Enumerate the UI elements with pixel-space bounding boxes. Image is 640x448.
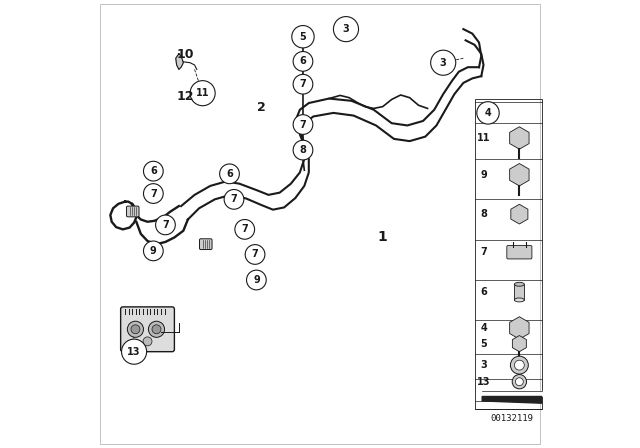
Ellipse shape [515, 282, 524, 286]
Text: 9: 9 [150, 246, 157, 256]
Circle shape [333, 17, 358, 42]
FancyBboxPatch shape [507, 246, 532, 259]
Circle shape [143, 161, 163, 181]
Circle shape [246, 270, 266, 290]
Text: 10: 10 [177, 48, 195, 61]
Text: 4: 4 [484, 108, 492, 118]
Text: 5: 5 [300, 32, 307, 42]
Polygon shape [482, 391, 541, 396]
Circle shape [143, 337, 152, 346]
Text: 7: 7 [162, 220, 169, 230]
Text: 9: 9 [480, 170, 487, 180]
FancyBboxPatch shape [200, 239, 212, 250]
Circle shape [156, 215, 175, 235]
Circle shape [235, 220, 255, 239]
Circle shape [245, 245, 265, 264]
Bar [515, 284, 524, 300]
Text: 7: 7 [230, 194, 237, 204]
Circle shape [293, 52, 313, 71]
Circle shape [190, 81, 215, 106]
Circle shape [143, 184, 163, 203]
Circle shape [515, 378, 524, 386]
FancyBboxPatch shape [121, 307, 174, 352]
Text: 1: 1 [378, 230, 388, 245]
Circle shape [431, 50, 456, 75]
Circle shape [220, 164, 239, 184]
Text: 13: 13 [127, 347, 141, 357]
Text: 7: 7 [480, 247, 487, 257]
Text: 7: 7 [241, 224, 248, 234]
Circle shape [515, 360, 524, 370]
Text: 6: 6 [226, 169, 233, 179]
Text: 8: 8 [300, 145, 307, 155]
Text: 3: 3 [342, 24, 349, 34]
Circle shape [511, 356, 529, 374]
Text: 7: 7 [252, 250, 259, 259]
Circle shape [477, 102, 499, 124]
Circle shape [293, 74, 313, 94]
Text: 00132119: 00132119 [490, 414, 533, 423]
Circle shape [293, 115, 313, 134]
Text: 11: 11 [477, 133, 490, 143]
Text: 9: 9 [253, 275, 260, 285]
Text: 13: 13 [477, 377, 490, 387]
Text: 6: 6 [300, 56, 307, 66]
Circle shape [148, 321, 164, 337]
Circle shape [293, 140, 313, 160]
Circle shape [512, 375, 527, 389]
Text: 7: 7 [300, 120, 307, 129]
Circle shape [143, 241, 163, 261]
Text: 5: 5 [480, 339, 487, 349]
Text: 6: 6 [150, 166, 157, 176]
Text: 3: 3 [440, 58, 447, 68]
Polygon shape [176, 54, 184, 69]
Text: 12: 12 [177, 90, 195, 103]
Text: 8: 8 [480, 209, 487, 219]
Circle shape [131, 325, 140, 334]
Text: 3: 3 [480, 360, 487, 370]
Circle shape [224, 190, 244, 209]
Circle shape [152, 325, 161, 334]
Circle shape [292, 26, 314, 48]
Bar [475, 99, 541, 409]
Text: 2: 2 [257, 101, 266, 114]
Text: 4: 4 [480, 323, 487, 333]
Text: 6: 6 [480, 287, 487, 297]
Ellipse shape [515, 298, 524, 302]
Circle shape [127, 321, 143, 337]
Text: 11: 11 [196, 88, 209, 98]
Circle shape [122, 339, 147, 364]
Text: 7: 7 [300, 79, 307, 89]
FancyBboxPatch shape [127, 206, 139, 217]
Polygon shape [482, 396, 541, 403]
Text: 7: 7 [150, 189, 157, 198]
